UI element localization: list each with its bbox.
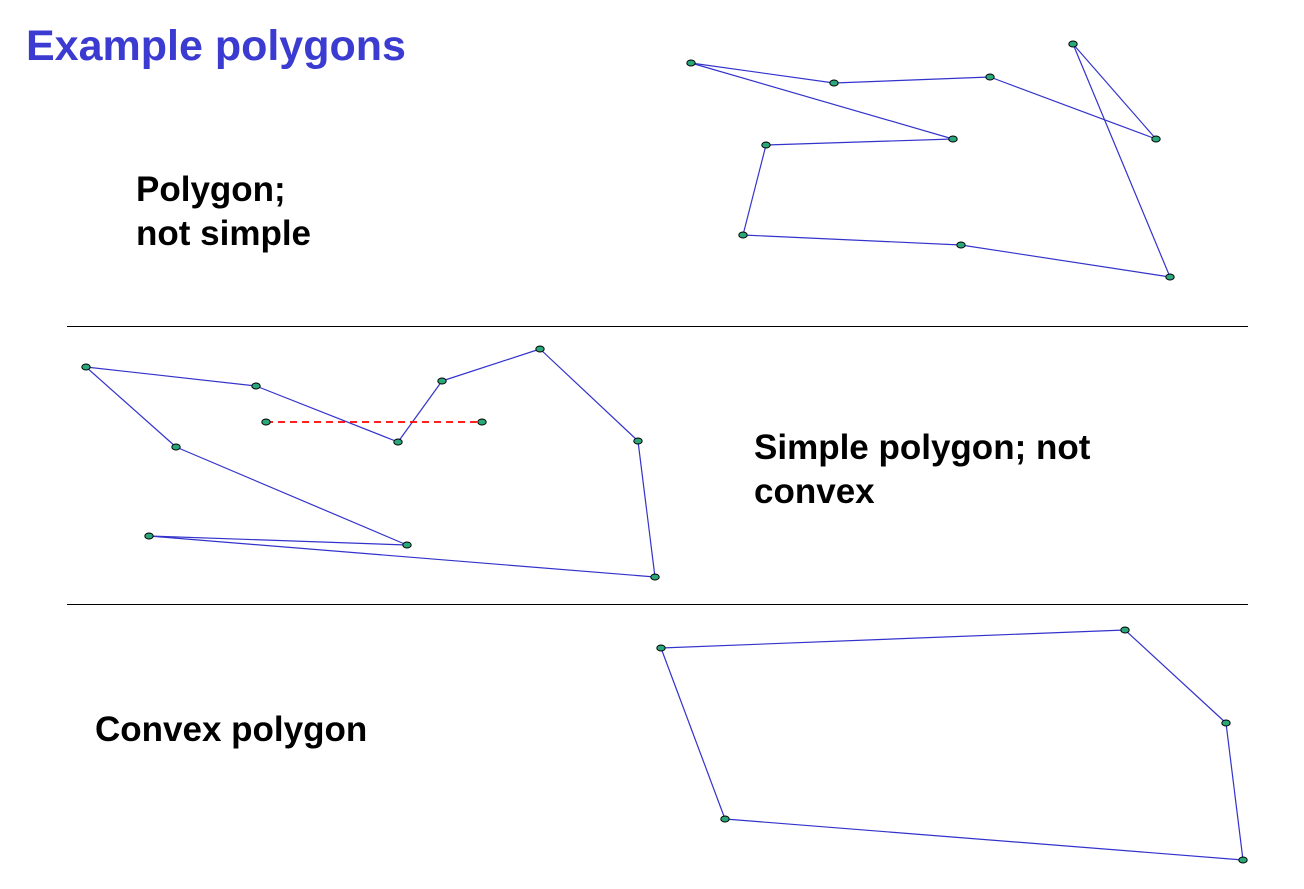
- polygon-edge: [397, 380, 443, 443]
- polygon-edge: [255, 385, 399, 443]
- polygon-vertex: [686, 59, 696, 67]
- polygon-simple-not-convex: [81, 345, 660, 581]
- polygon-edge: [1072, 43, 1157, 140]
- polygon-vertex: [633, 437, 643, 445]
- polygon-edge: [742, 144, 767, 236]
- polygon-vertex: [829, 79, 839, 87]
- polygon-edge: [724, 818, 1244, 861]
- polygon-vertex: [1165, 273, 1175, 281]
- segment-endpoint: [477, 418, 487, 426]
- polygon-vertex: [1068, 40, 1078, 48]
- polygon-vertex: [1120, 626, 1130, 634]
- polygon-vertex: [393, 438, 403, 446]
- polygon-vertex: [171, 443, 181, 451]
- polygon-vertex: [402, 541, 412, 549]
- polygon-edge: [1072, 43, 1171, 278]
- polygon-edge: [85, 366, 177, 448]
- label-convex-polygon: Convex polygon: [95, 708, 367, 752]
- polygon-vertex: [81, 363, 91, 371]
- polygon-vertex: [720, 815, 730, 823]
- polygon-vertex: [738, 231, 748, 239]
- polygon-edge: [989, 76, 1157, 140]
- polygon-edge: [765, 138, 954, 146]
- polygon-vertex: [761, 141, 771, 149]
- label-simple-not-convex: Simple polygon; not convex: [754, 426, 1090, 514]
- polygon-edge: [175, 446, 408, 546]
- polygon-edge: [833, 76, 991, 84]
- polygon-vertex: [251, 382, 261, 390]
- polygon-convex: [656, 626, 1248, 864]
- polygon-edge: [742, 234, 962, 246]
- polygon-edge: [85, 366, 257, 387]
- label-line: not simple: [136, 214, 312, 253]
- polygon-edge: [539, 348, 639, 442]
- polygon-edge: [637, 440, 656, 578]
- polygon-edge: [148, 535, 656, 578]
- polygon-vertex: [650, 573, 660, 581]
- polygon-edge: [660, 629, 1126, 649]
- polygon-edge: [1124, 629, 1227, 724]
- divider-bottom: [67, 604, 1248, 605]
- polygon-edge: [690, 62, 835, 84]
- polygon-vertex: [144, 532, 154, 540]
- polygon-vertex: [535, 345, 545, 353]
- polygon-vertex: [437, 377, 447, 385]
- polygon-vertex: [1221, 719, 1231, 727]
- polygon-edge: [441, 348, 541, 382]
- polygon-edge: [960, 244, 1171, 278]
- polygon-edge: [690, 62, 954, 140]
- polygon-vertex: [1151, 135, 1161, 143]
- label-line: Simple polygon; not: [754, 428, 1091, 467]
- segment-endpoint: [261, 418, 271, 426]
- divider-top: [67, 326, 1248, 327]
- polygon-vertex: [656, 644, 666, 652]
- label-line: Polygon;: [136, 170, 286, 209]
- label-line: convex: [754, 472, 875, 511]
- polygon-vertex: [1238, 856, 1248, 864]
- polygon-vertex: [985, 73, 995, 81]
- polygon-vertex: [948, 135, 958, 143]
- polygon-edge: [148, 535, 408, 546]
- polygon-not-simple: [686, 40, 1175, 281]
- label-line: Convex polygon: [95, 710, 368, 749]
- polygon-edge: [1225, 722, 1244, 861]
- polygon-edge: [660, 647, 726, 820]
- slide-title: Example polygons: [26, 22, 406, 70]
- polygon-vertex: [956, 241, 966, 249]
- label-polygon-not-simple: Polygon; not simple: [136, 168, 311, 256]
